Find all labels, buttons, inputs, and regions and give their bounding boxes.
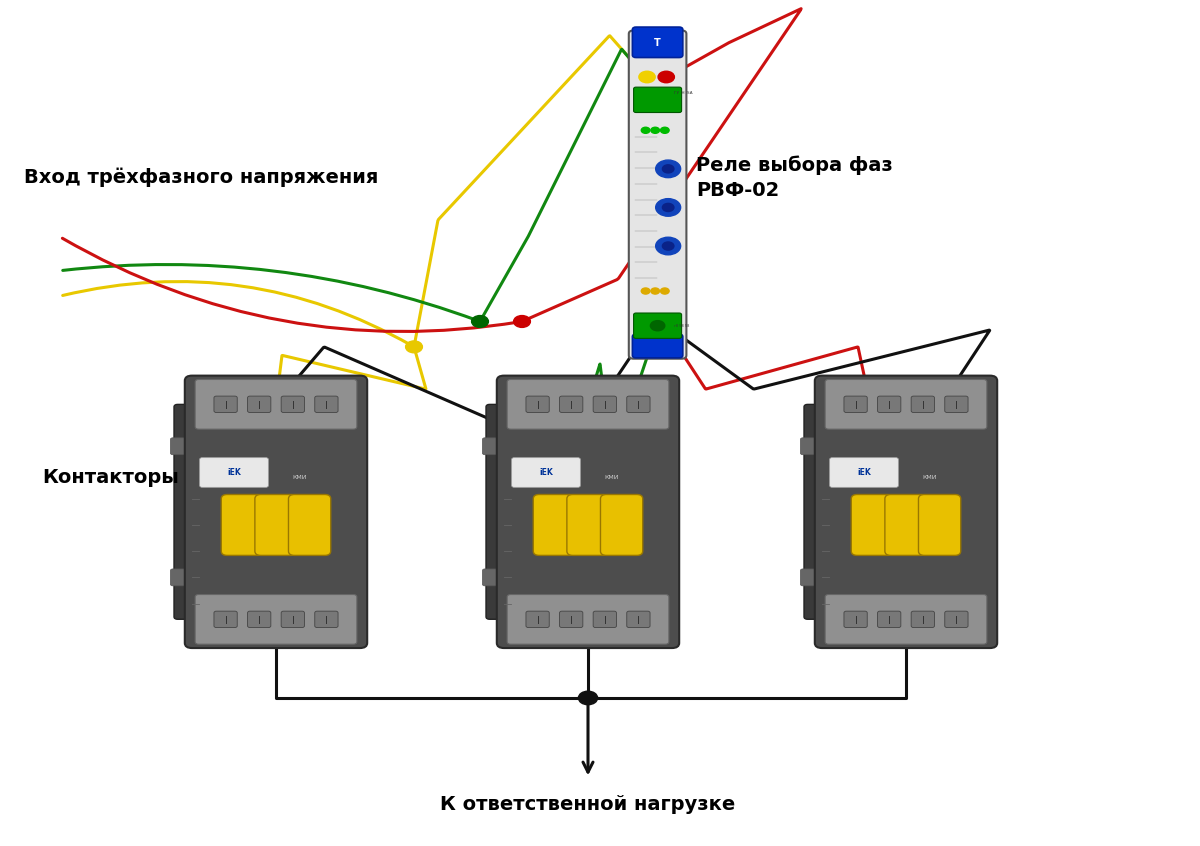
Text: iEK: iEK: [857, 468, 871, 477]
FancyBboxPatch shape: [884, 494, 928, 556]
Circle shape: [472, 316, 488, 327]
FancyBboxPatch shape: [533, 494, 576, 556]
FancyBboxPatch shape: [281, 396, 305, 413]
Circle shape: [660, 288, 670, 294]
FancyBboxPatch shape: [632, 27, 683, 58]
FancyBboxPatch shape: [593, 396, 617, 413]
FancyBboxPatch shape: [254, 494, 298, 556]
Text: КМИ: КМИ: [605, 475, 619, 481]
FancyBboxPatch shape: [482, 438, 509, 455]
Circle shape: [658, 71, 674, 83]
Text: T: T: [654, 38, 661, 48]
FancyBboxPatch shape: [508, 380, 668, 429]
FancyBboxPatch shape: [174, 404, 198, 619]
Circle shape: [514, 316, 530, 327]
Circle shape: [641, 127, 650, 134]
FancyBboxPatch shape: [634, 87, 682, 113]
FancyBboxPatch shape: [593, 611, 617, 628]
FancyBboxPatch shape: [170, 438, 197, 455]
FancyBboxPatch shape: [247, 611, 271, 628]
FancyBboxPatch shape: [632, 334, 683, 358]
FancyBboxPatch shape: [214, 611, 238, 628]
Circle shape: [655, 160, 680, 178]
Circle shape: [650, 321, 665, 331]
FancyBboxPatch shape: [629, 30, 686, 359]
Circle shape: [578, 691, 598, 705]
Text: КМИ: КМИ: [293, 475, 307, 481]
FancyBboxPatch shape: [815, 376, 997, 648]
Text: ГУ  Н  SA: ГУ Н SA: [674, 91, 694, 95]
FancyBboxPatch shape: [634, 313, 682, 338]
FancyBboxPatch shape: [626, 396, 650, 413]
FancyBboxPatch shape: [196, 380, 356, 429]
FancyBboxPatch shape: [804, 404, 828, 619]
FancyBboxPatch shape: [800, 569, 827, 585]
FancyBboxPatch shape: [288, 494, 331, 556]
FancyBboxPatch shape: [844, 611, 868, 628]
FancyBboxPatch shape: [826, 380, 986, 429]
FancyBboxPatch shape: [626, 611, 650, 628]
Text: Вход трёхфазного напряжения: Вход трёхфазного напряжения: [24, 168, 378, 187]
Circle shape: [650, 288, 660, 294]
Text: КМИ: КМИ: [923, 475, 937, 481]
FancyBboxPatch shape: [826, 595, 986, 644]
Circle shape: [406, 341, 422, 353]
FancyBboxPatch shape: [944, 611, 968, 628]
FancyBboxPatch shape: [844, 396, 868, 413]
FancyBboxPatch shape: [199, 458, 269, 487]
FancyBboxPatch shape: [600, 494, 643, 556]
FancyBboxPatch shape: [497, 376, 679, 648]
Circle shape: [660, 127, 670, 134]
FancyBboxPatch shape: [877, 396, 901, 413]
Circle shape: [641, 288, 650, 294]
Text: г8 58 58: г8 58 58: [674, 324, 690, 327]
Circle shape: [650, 127, 660, 134]
FancyBboxPatch shape: [829, 458, 899, 487]
FancyBboxPatch shape: [566, 494, 610, 556]
Circle shape: [662, 165, 674, 173]
FancyBboxPatch shape: [877, 611, 901, 628]
FancyBboxPatch shape: [508, 595, 668, 644]
FancyBboxPatch shape: [559, 396, 583, 413]
Text: iEK: iEK: [227, 468, 241, 477]
FancyBboxPatch shape: [314, 396, 338, 413]
Circle shape: [638, 71, 655, 83]
FancyBboxPatch shape: [911, 611, 935, 628]
Text: Контакторы: Контакторы: [42, 469, 179, 487]
Text: К ответственной нагрузке: К ответственной нагрузке: [440, 795, 736, 814]
FancyBboxPatch shape: [526, 396, 550, 413]
FancyBboxPatch shape: [221, 494, 264, 556]
FancyBboxPatch shape: [281, 611, 305, 628]
FancyBboxPatch shape: [851, 494, 894, 556]
FancyBboxPatch shape: [800, 438, 827, 455]
FancyBboxPatch shape: [214, 396, 238, 413]
Circle shape: [655, 199, 680, 217]
FancyBboxPatch shape: [559, 611, 583, 628]
FancyBboxPatch shape: [314, 611, 338, 628]
Circle shape: [662, 242, 674, 250]
FancyBboxPatch shape: [918, 494, 961, 556]
Text: iEK: iEK: [539, 468, 553, 477]
FancyBboxPatch shape: [526, 611, 550, 628]
FancyBboxPatch shape: [247, 396, 271, 413]
FancyBboxPatch shape: [944, 396, 968, 413]
Circle shape: [655, 237, 680, 255]
FancyBboxPatch shape: [911, 396, 935, 413]
FancyBboxPatch shape: [185, 376, 367, 648]
FancyBboxPatch shape: [170, 569, 197, 585]
FancyBboxPatch shape: [486, 404, 510, 619]
Text: Реле выбора фаз
РВФ-02: Реле выбора фаз РВФ-02: [696, 156, 893, 200]
FancyBboxPatch shape: [511, 458, 581, 487]
Circle shape: [662, 203, 674, 212]
FancyBboxPatch shape: [482, 569, 509, 585]
FancyBboxPatch shape: [196, 595, 356, 644]
